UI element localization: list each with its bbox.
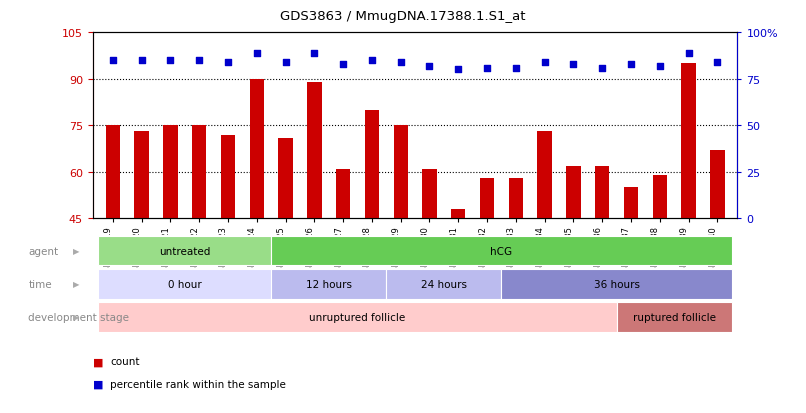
Bar: [595, 166, 609, 219]
Bar: [653, 176, 667, 219]
Text: 36 hours: 36 hours: [593, 279, 640, 289]
Point: [625, 62, 638, 68]
Bar: [307, 83, 322, 219]
Text: percentile rank within the sample: percentile rank within the sample: [110, 379, 286, 389]
Bar: [271, 269, 386, 299]
Point: [654, 63, 667, 70]
Text: agent: agent: [28, 246, 58, 256]
Bar: [393, 126, 408, 219]
Bar: [98, 302, 617, 332]
Bar: [106, 126, 120, 219]
Text: development stage: development stage: [28, 312, 129, 322]
Bar: [617, 302, 732, 332]
Bar: [566, 166, 580, 219]
Point: [279, 59, 292, 66]
Text: ■: ■: [93, 356, 103, 366]
Bar: [192, 126, 206, 219]
Text: GDS3863 / MmugDNA.17388.1.S1_at: GDS3863 / MmugDNA.17388.1.S1_at: [280, 10, 526, 23]
Point: [452, 67, 465, 74]
Text: unruptured follicle: unruptured follicle: [310, 312, 405, 322]
Bar: [336, 169, 351, 219]
Bar: [278, 138, 293, 219]
Text: 24 hours: 24 hours: [421, 279, 467, 289]
Bar: [681, 64, 696, 219]
Point: [567, 62, 580, 68]
Point: [423, 63, 436, 70]
Bar: [710, 151, 725, 219]
Point: [308, 50, 321, 57]
Bar: [163, 126, 177, 219]
Point: [251, 50, 264, 57]
Text: hCG: hCG: [490, 246, 513, 256]
Text: 0 hour: 0 hour: [168, 279, 202, 289]
Bar: [451, 210, 466, 219]
Point: [365, 58, 378, 64]
Bar: [135, 132, 149, 219]
Point: [509, 65, 522, 72]
Point: [164, 58, 177, 64]
Point: [682, 50, 695, 57]
Bar: [501, 269, 732, 299]
Text: time: time: [28, 279, 52, 289]
Text: ▶: ▶: [73, 313, 79, 321]
Bar: [364, 111, 379, 219]
Bar: [538, 132, 552, 219]
Bar: [98, 236, 271, 266]
Point: [135, 58, 148, 64]
Text: ruptured follicle: ruptured follicle: [633, 312, 716, 322]
Point: [106, 58, 119, 64]
Bar: [221, 135, 235, 219]
Text: ▶: ▶: [73, 280, 79, 288]
Point: [394, 59, 407, 66]
Text: untreated: untreated: [159, 246, 210, 256]
Point: [222, 59, 235, 66]
Bar: [271, 236, 732, 266]
Point: [193, 58, 206, 64]
Bar: [386, 269, 501, 299]
Point: [538, 59, 551, 66]
Bar: [422, 169, 437, 219]
Point: [480, 65, 493, 72]
Text: ■: ■: [93, 379, 103, 389]
Text: count: count: [110, 356, 140, 366]
Text: ▶: ▶: [73, 247, 79, 255]
Bar: [624, 188, 638, 219]
Text: 12 hours: 12 hours: [305, 279, 351, 289]
Bar: [250, 80, 264, 219]
Point: [596, 65, 609, 72]
Point: [711, 59, 724, 66]
Point: [337, 62, 350, 68]
Bar: [98, 269, 271, 299]
Bar: [509, 179, 523, 219]
Bar: [480, 179, 494, 219]
